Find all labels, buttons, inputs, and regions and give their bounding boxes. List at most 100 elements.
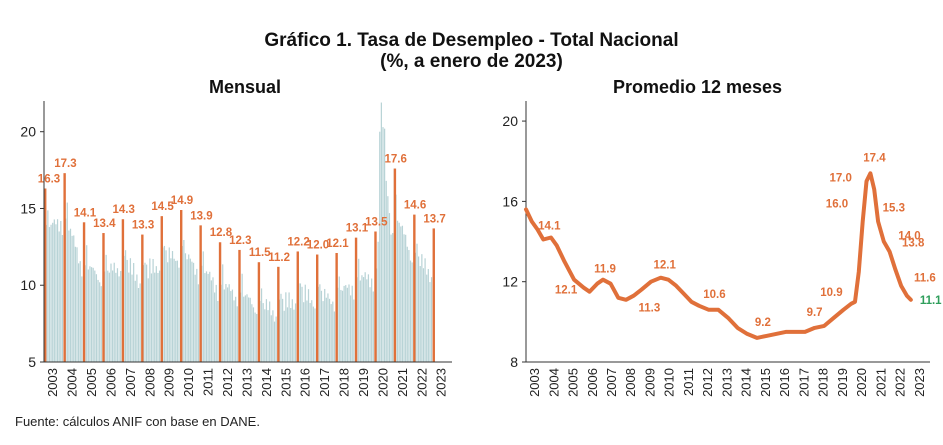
monthly-bar (371, 278, 373, 362)
data-label: 9.2 (755, 317, 771, 329)
monthly-bar (280, 293, 282, 362)
monthly-bar (131, 274, 133, 362)
data-label: 10.9 (820, 287, 842, 299)
y-tick-label: 20 (20, 124, 36, 140)
x-tick-label: 2006 (103, 368, 118, 397)
monthly-bar (99, 282, 101, 362)
monthly-bar (351, 285, 353, 362)
monthly-bar (422, 268, 425, 362)
monthly-bar (384, 128, 386, 362)
january-bar (296, 251, 299, 362)
monthly-bar (387, 196, 389, 362)
january-bar (199, 225, 202, 362)
monthly-bar (202, 251, 204, 362)
x-tick-label: 2019 (835, 368, 850, 397)
monthly-bar (411, 262, 413, 362)
monthly-bar (303, 302, 305, 362)
x-tick-label: 2014 (739, 368, 754, 397)
data-label: 12.8 (210, 227, 233, 239)
monthly-bar (328, 298, 331, 362)
monthly-bar (353, 299, 355, 362)
monthly-bar (215, 284, 217, 362)
monthly-bar (47, 210, 49, 362)
monthly-bar (290, 307, 292, 362)
x-tick-label: 2013 (239, 368, 254, 397)
monthly-bar (366, 279, 368, 362)
monthly-bar (260, 288, 263, 362)
monthly-bar (170, 258, 172, 362)
january-bar (393, 168, 397, 362)
y-tick-label: 12 (502, 274, 518, 290)
january-bar (238, 249, 241, 362)
monthly-bar (430, 277, 433, 362)
monthly-bar (233, 300, 235, 362)
january-bar (413, 214, 416, 362)
monthly-bar (196, 268, 198, 362)
monthly-bar (165, 250, 167, 362)
monthly-bar (209, 271, 211, 362)
data-label: 11.2 (268, 252, 290, 264)
x-tick-label: 2009 (642, 368, 657, 397)
monthly-bar (66, 202, 68, 362)
monthly-bar (379, 131, 381, 362)
monthly-bar (107, 270, 109, 362)
monthly-bar (427, 269, 429, 362)
data-label: 13.7 (423, 213, 445, 225)
january-bar (82, 222, 86, 362)
x-tick-label: 2005 (84, 368, 99, 397)
series-line (524, 171, 913, 340)
y-tick-label: 20 (502, 113, 518, 129)
monthly-bar (359, 280, 361, 362)
monthly-bar (94, 270, 96, 362)
monthly-bar (392, 233, 394, 362)
monthly-bar (369, 287, 371, 362)
monthly-bar (152, 258, 154, 362)
monthly-bar (210, 280, 212, 362)
monthly-bar (286, 307, 289, 362)
monthly-bar (358, 258, 360, 362)
monthly-bar (55, 224, 57, 362)
monthly-bar (341, 290, 344, 362)
january-bar (335, 252, 338, 362)
monthly-bar (116, 268, 119, 362)
monthly-bar (71, 235, 73, 362)
data-label: 12.1 (654, 260, 677, 272)
monthly-bar (112, 270, 114, 362)
monthly-bar (154, 272, 156, 362)
monthly-bar (288, 292, 290, 362)
monthly-bar (167, 262, 169, 362)
monthly-bar (249, 297, 251, 362)
monthly-bar (304, 284, 306, 362)
monthly-bar (52, 222, 54, 362)
monthly-bar (136, 274, 138, 362)
monthly-bar (225, 284, 227, 362)
monthly-bar (380, 102, 382, 362)
monthly-bar (377, 241, 379, 362)
january-bar (316, 254, 319, 362)
data-label: 11.5 (249, 247, 271, 259)
monthly-bar (126, 259, 128, 362)
monthly-bar (92, 267, 94, 362)
monthly-bar (311, 300, 313, 362)
january-bar (121, 219, 125, 362)
data-label: 17.3 (54, 158, 76, 170)
monthly-bar (48, 227, 51, 362)
monthly-bar (236, 306, 238, 362)
monthly-bar (338, 276, 340, 362)
x-tick-label: 2012 (220, 368, 235, 397)
monthly-bar (262, 303, 264, 362)
monthly-bar (90, 267, 93, 362)
monthly-bar (405, 234, 407, 362)
monthly-bar (346, 287, 348, 362)
monthly-bar (401, 225, 404, 362)
monthly-bar (418, 256, 420, 362)
monthly-bar (158, 270, 161, 362)
monthly-bar (74, 246, 76, 362)
monthly-bar (388, 213, 391, 362)
monthly-bar (348, 284, 350, 362)
monthly-bar (155, 266, 157, 362)
monthly-bar (124, 250, 127, 362)
january-bar (257, 262, 261, 362)
data-label: 13.5 (365, 217, 388, 229)
data-label: 17.0 (830, 172, 852, 184)
